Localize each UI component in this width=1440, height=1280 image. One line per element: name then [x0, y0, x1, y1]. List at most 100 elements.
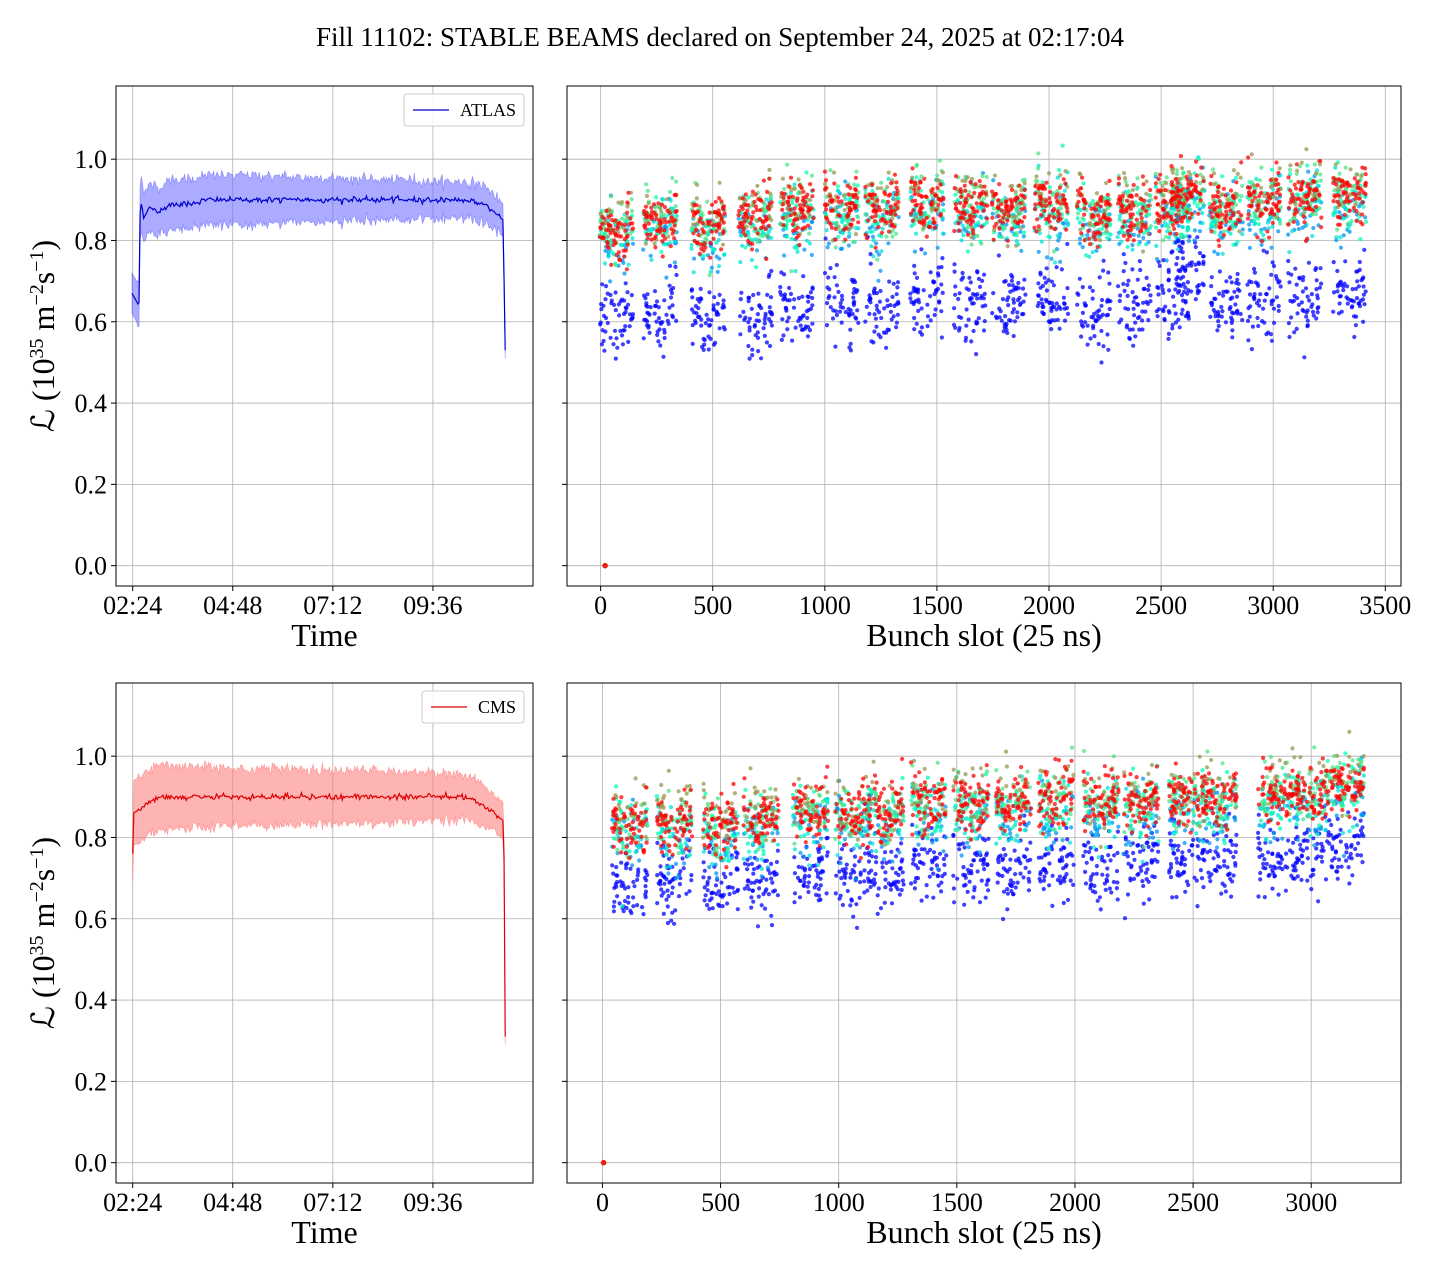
bunch-point	[1140, 205, 1145, 210]
bunch-point	[835, 188, 841, 193]
uncertainty-band	[131, 169, 506, 359]
bunch-point	[1231, 179, 1236, 184]
bunch-point	[1177, 288, 1182, 294]
bunch-point	[991, 206, 997, 211]
bunch-point	[666, 820, 671, 825]
bunch-point	[707, 898, 712, 903]
bunch-point	[1262, 193, 1267, 198]
bunch-point	[1105, 192, 1110, 197]
bunch-point	[633, 840, 638, 845]
bunch-point	[1093, 318, 1098, 323]
bunch-point	[679, 797, 684, 802]
bunch-point	[1265, 220, 1270, 225]
bunch-point	[1223, 216, 1228, 221]
series-line-cms	[132, 790, 506, 1037]
bunch-point	[656, 339, 661, 344]
bunch-point	[1017, 295, 1022, 301]
bunch-point	[846, 306, 851, 312]
bunch-point	[725, 847, 731, 852]
bunch-point	[1309, 292, 1314, 297]
bunch-point	[1257, 178, 1262, 183]
bunch-point	[667, 843, 672, 848]
bunch-point	[1209, 222, 1214, 228]
bunch-point	[1338, 235, 1343, 240]
bunch-point	[863, 184, 868, 190]
bunch-point	[833, 237, 838, 242]
bunch-point	[668, 244, 673, 249]
bunch-point	[966, 287, 971, 292]
bunch-point	[598, 320, 603, 325]
bunch-point	[1154, 257, 1160, 262]
bunch-point	[1085, 342, 1090, 347]
bunch-point	[622, 298, 627, 303]
bunch-point	[968, 296, 973, 301]
bunch-point	[1043, 203, 1048, 208]
bunch-point	[716, 212, 721, 217]
bunch-point	[1353, 202, 1358, 207]
bunch-point	[749, 224, 754, 229]
bunch-point	[1036, 249, 1041, 254]
bunch-point	[984, 216, 990, 221]
bunch-point	[810, 285, 815, 290]
bunch-point	[613, 308, 618, 313]
bunch-point	[747, 316, 753, 321]
bunch-point	[1049, 279, 1055, 284]
y-tick-label: 0.2	[75, 470, 108, 499]
bunch-point	[1230, 335, 1235, 340]
bunch-point	[1013, 207, 1019, 212]
bunch-point	[801, 213, 806, 218]
bunch-point	[807, 231, 812, 236]
bunch-point	[605, 244, 610, 249]
bunch-point	[608, 335, 613, 340]
bunch-point	[610, 863, 615, 868]
bunch-point	[1136, 242, 1141, 247]
bunch-point	[1217, 199, 1222, 204]
bunch-point	[1180, 298, 1186, 303]
bunch-point	[1002, 325, 1007, 330]
bunch-point	[1314, 171, 1319, 176]
bunch-point	[1306, 260, 1311, 265]
bunch-point	[1090, 199, 1095, 204]
bunch-point	[1169, 179, 1175, 185]
bunch-point	[713, 222, 719, 227]
bunch-point	[1341, 191, 1346, 196]
bunch-point	[1161, 309, 1166, 314]
bunch-point	[833, 344, 838, 349]
bunch-point	[656, 802, 661, 807]
bunch-point	[957, 325, 962, 331]
bunch-point	[755, 312, 761, 317]
bunch-point	[881, 199, 886, 204]
bunch-point	[1042, 275, 1047, 280]
bunch-point	[936, 202, 941, 207]
bunch-point	[1083, 320, 1088, 325]
bunch-point	[1247, 314, 1252, 319]
bunch-point	[872, 329, 877, 334]
bunch-point	[746, 203, 751, 208]
bunch-point	[967, 190, 972, 195]
bunch-point	[893, 197, 898, 202]
bunch-point	[1037, 231, 1042, 236]
bunch-point	[838, 202, 844, 207]
bunch-point	[1172, 218, 1177, 223]
bunch-point	[1179, 293, 1185, 298]
bunch-point	[1177, 325, 1182, 330]
bunch-point	[609, 194, 614, 199]
bunch-point	[1219, 225, 1224, 230]
bunch-point	[832, 170, 837, 175]
bunch-point	[721, 231, 726, 236]
bunch-point	[1212, 206, 1217, 211]
bunch-point	[1121, 252, 1126, 257]
bunch-point	[684, 891, 689, 896]
bunch-point	[1287, 334, 1292, 340]
bunch-point	[664, 823, 669, 828]
bunch-point	[1144, 242, 1149, 247]
bunch-point	[1182, 214, 1187, 219]
bunch-point	[790, 200, 795, 206]
bunch-point	[1193, 184, 1199, 189]
bunch-point	[719, 199, 724, 204]
bunch-point	[925, 314, 931, 319]
bunch-point	[1291, 219, 1296, 224]
bunch-point	[625, 210, 630, 215]
bunch-point	[1270, 224, 1275, 229]
bunch-point	[788, 175, 794, 180]
